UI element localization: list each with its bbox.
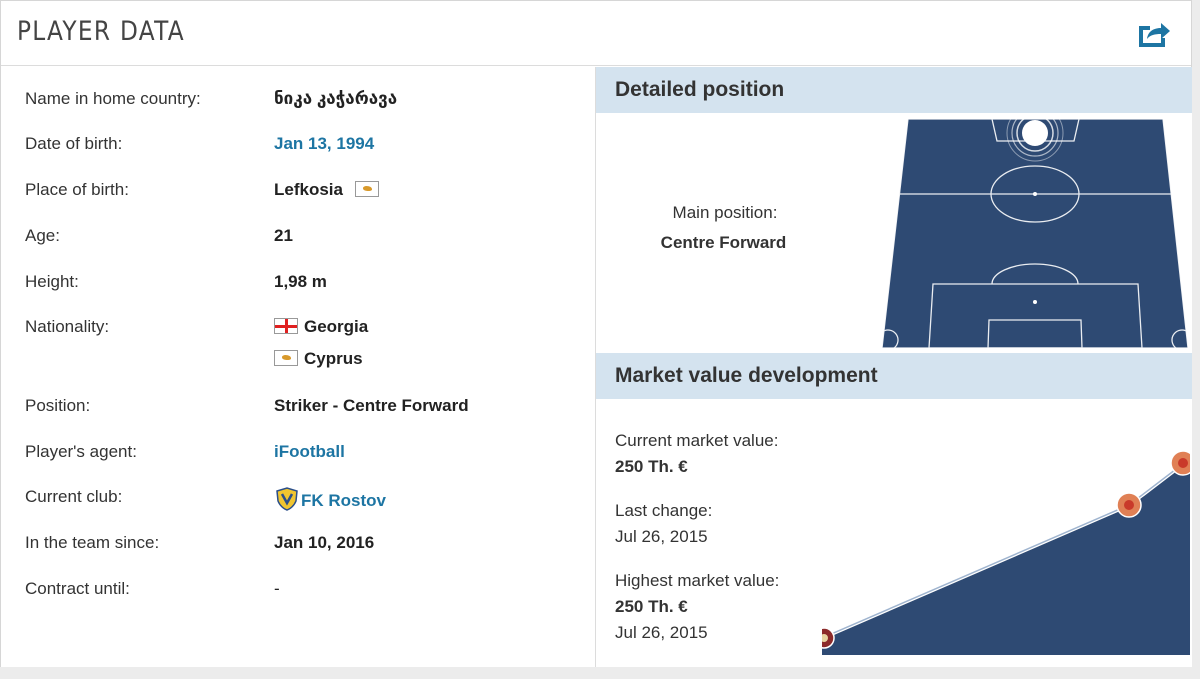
chart-point-mid[interactable] xyxy=(1116,492,1142,518)
right-panel: Detailed position Main position: Centre … xyxy=(595,67,1193,667)
last-change-date: Jul 26, 2015 xyxy=(615,527,708,546)
contract-until-label: Contract until: xyxy=(25,579,130,598)
market-value-area-fill xyxy=(822,461,1190,655)
current-club-value: FK Rostov xyxy=(274,487,386,511)
box-header: PLAYER DATA xyxy=(1,1,1191,66)
age-label: Age: xyxy=(25,226,60,245)
nationality-cyprus-text: Cyprus xyxy=(304,349,363,368)
dob-label: Date of birth: xyxy=(25,134,123,153)
height-value: 1,98 m xyxy=(274,272,327,291)
current-club-label: Current club: xyxy=(25,487,123,506)
nationality-cyprus: Cyprus xyxy=(274,349,363,369)
highest-market-value-date: Jul 26, 2015 xyxy=(615,623,708,642)
place-of-birth-value: Lefkosia xyxy=(274,180,385,200)
home-name-label: Name in home country: xyxy=(25,89,201,108)
team-since-label: In the team since: xyxy=(25,533,160,552)
market-value-title: Market value development xyxy=(615,364,878,387)
page-bottom-gutter xyxy=(0,667,1200,679)
current-market-value: 250 Th. € xyxy=(615,457,688,476)
row-nationality: Nationality: Georgia Cyprus xyxy=(1,317,595,381)
row-team-since: In the team since: Jan 10, 2016 xyxy=(1,533,595,563)
club-crest-icon[interactable] xyxy=(274,487,300,511)
centre-forward-marker xyxy=(1006,119,1064,162)
nationality-georgia: Georgia xyxy=(274,317,368,337)
cyprus-flag-icon xyxy=(274,350,298,366)
highest-market-value: 250 Th. € xyxy=(615,597,688,616)
market-value-area: Current market value: 250 Th. € Last cha… xyxy=(596,399,1193,667)
detailed-position-area: Main position: Centre Forward xyxy=(596,113,1193,353)
team-since-value: Jan 10, 2016 xyxy=(274,533,375,552)
page-scroll-gutter xyxy=(1192,0,1200,679)
position-value: Striker - Centre Forward xyxy=(274,396,469,415)
position-label: Position: xyxy=(25,396,91,415)
row-date-of-birth: Date of birth: Jan 13, 1994 xyxy=(1,134,595,164)
main-position-label: Main position: xyxy=(672,203,778,222)
main-position-value: Centre Forward xyxy=(660,233,787,252)
row-place-of-birth: Place of birth: Lefkosia xyxy=(1,180,595,210)
pitch-diagram xyxy=(882,119,1189,349)
market-value-chart[interactable] xyxy=(822,439,1190,659)
row-height: Height: 1,98 m xyxy=(1,272,595,302)
market-value-header: Market value development xyxy=(596,353,1193,399)
age-value: 21 xyxy=(274,226,293,245)
row-agent: Player's agent: iFootball xyxy=(1,442,595,472)
share-icon[interactable] xyxy=(1135,17,1173,49)
detailed-position-header: Detailed position xyxy=(596,67,1193,113)
row-position: Position: Striker - Centre Forward xyxy=(1,396,595,426)
player-data-box: PLAYER DATA Name in home country: ნიკა კ… xyxy=(0,0,1193,667)
row-age: Age: 21 xyxy=(1,226,595,256)
row-home-name: Name in home country: ნიკა კაჭარავა xyxy=(1,89,595,119)
highest-market-value-label: Highest market value: xyxy=(615,571,780,590)
row-contract-until: Contract until: - xyxy=(1,579,595,609)
nationality-georgia-text: Georgia xyxy=(304,317,369,336)
georgia-flag-icon xyxy=(274,318,298,334)
agent-label: Player's agent: xyxy=(25,442,137,461)
player-info-panel: Name in home country: ნიკა კაჭარავა Date… xyxy=(1,67,595,667)
club-link[interactable]: FK Rostov xyxy=(301,491,386,510)
current-market-value-label: Current market value: xyxy=(615,431,779,450)
agent-link[interactable]: iFootball xyxy=(274,442,345,461)
nationality-label: Nationality: xyxy=(25,317,110,336)
place-of-birth-text: Lefkosia xyxy=(274,180,343,199)
chart-point-start[interactable] xyxy=(822,627,835,649)
detailed-position-title: Detailed position xyxy=(615,78,785,101)
cyprus-flag-icon xyxy=(354,181,379,197)
place-of-birth-label: Place of birth: xyxy=(25,180,129,199)
page-title: PLAYER DATA xyxy=(17,16,185,47)
height-label: Height: xyxy=(25,272,79,291)
row-current-club: Current club: FK Rostov xyxy=(1,487,595,517)
contract-until-value: - xyxy=(274,579,280,598)
dob-link[interactable]: Jan 13, 1994 xyxy=(274,134,375,153)
home-name-value: ნიკა კაჭარავა xyxy=(274,89,398,108)
last-change-label: Last change: xyxy=(615,501,713,520)
chart-point-end[interactable] xyxy=(1170,450,1190,476)
